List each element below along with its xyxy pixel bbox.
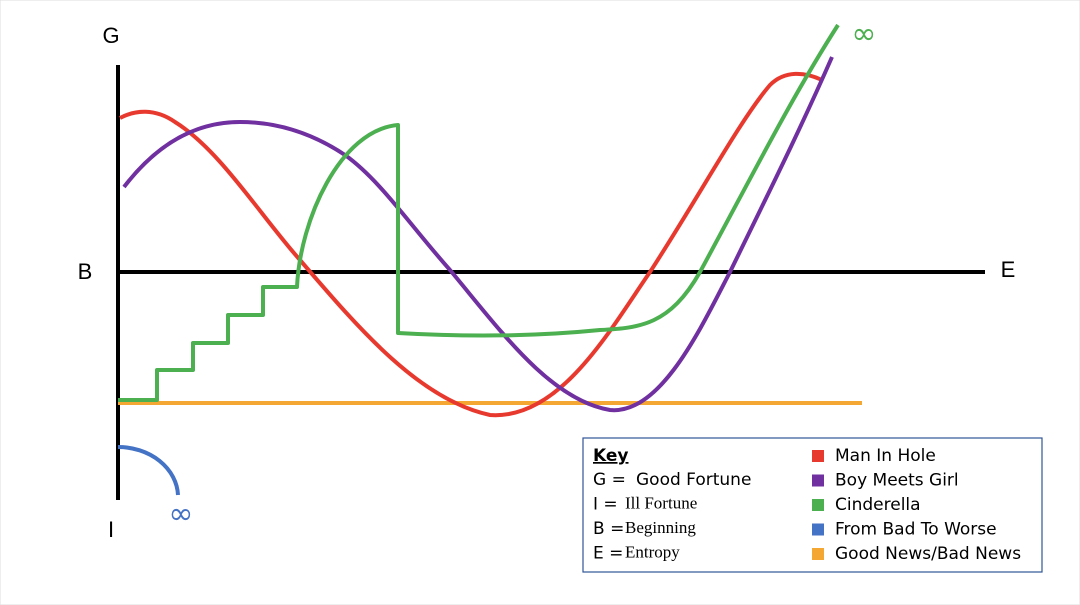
legend-label: Boy Meets Girl [835, 471, 959, 491]
legend-label: From Bad To Worse [835, 520, 997, 540]
legend-swatch [812, 450, 824, 462]
key-meaning: Ill Fortune [625, 493, 697, 512]
key-meaning: Beginning [625, 518, 696, 537]
axis-label-i: I [108, 517, 114, 542]
cinderella-curve [118, 23, 840, 402]
key-title: Key [593, 446, 629, 466]
key-symbol: B = [593, 519, 624, 539]
legend-swatch [812, 523, 824, 536]
key-meaning: Good Fortune [636, 470, 751, 490]
axis-label-g: G [102, 23, 119, 48]
legend-swatch [812, 548, 824, 560]
legend-label: Man In Hole [835, 446, 936, 466]
axis-label-e: E [1001, 257, 1016, 282]
legend-swatch [812, 499, 824, 511]
legend-swatch [812, 474, 824, 487]
key-symbol: I = [593, 495, 618, 515]
key-symbol: G = [593, 470, 626, 490]
boy-meets-girl-curve [122, 56, 834, 413]
axis-label-b: B [78, 259, 93, 284]
key-symbol: E = [593, 544, 623, 564]
infinity-mark: ∞ [169, 497, 194, 532]
legend-label: Cinderella [835, 495, 921, 515]
key-meaning: Entropy [625, 542, 680, 561]
man-in-hole-curve [119, 71, 823, 418]
from-bad-to-worse-curve [117, 444, 180, 496]
infinity-mark: ∞ [852, 17, 877, 52]
legend-label: Good News/Bad News [835, 544, 1021, 564]
